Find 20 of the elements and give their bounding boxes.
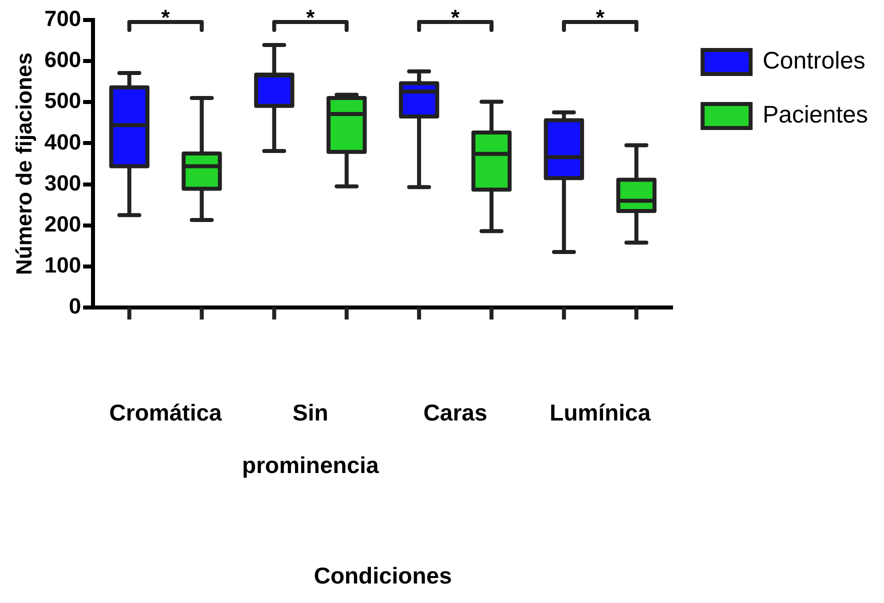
y-tick-label: 400 [44, 129, 82, 154]
y-tick-label: 600 [44, 47, 82, 72]
annotation: * [596, 5, 605, 30]
x-tick-label: Caras [423, 399, 488, 426]
x-tick-label: Cromática [109, 399, 222, 426]
x-axis-title: Condiciones [314, 562, 452, 589]
legend-label: Pacientes [762, 102, 868, 129]
y-tick-label: 100 [44, 252, 82, 278]
x-tick-label: Sin prominencia [242, 399, 379, 478]
y-tick-label: 300 [44, 170, 82, 196]
annotation: * [451, 5, 460, 30]
y-tick-label: 0 [68, 294, 82, 319]
annotation: * [306, 5, 316, 30]
x-tick-label: Lumínica [550, 399, 651, 426]
y-axis-title: Número de fijaciones [11, 52, 36, 276]
annotation: * [161, 5, 170, 30]
y-tick-label: 200 [44, 211, 82, 236]
legend-label: Controles [762, 48, 866, 75]
y-tick-label: 500 [44, 88, 82, 114]
y-tick-label: 700 [44, 6, 82, 32]
